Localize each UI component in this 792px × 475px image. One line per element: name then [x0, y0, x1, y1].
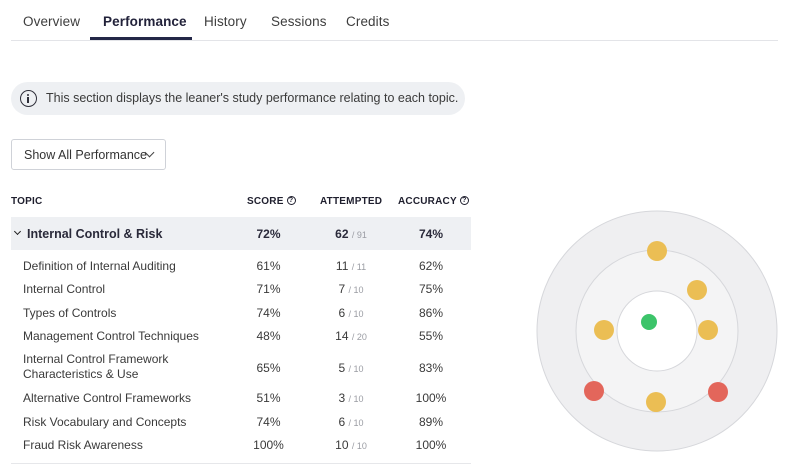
row-accuracy: 100% [415, 438, 447, 452]
performance-filter-dropdown[interactable]: Show All Performance [11, 139, 166, 170]
header-topic: TOPIC [11, 196, 43, 207]
topic-group-row[interactable]: Internal Control & Risk 72% 62 / 91 74% [11, 217, 471, 250]
target-marker-amber[interactable] [698, 320, 718, 340]
row-attempted: 6 / 10 [338, 415, 364, 429]
row-score: 74% [256, 415, 281, 429]
row-score: 100% [253, 438, 284, 452]
tab-performance[interactable]: Performance [103, 14, 187, 29]
tab-credits[interactable]: Credits [346, 14, 390, 29]
topic-group-name: Internal Control & Risk [27, 227, 163, 241]
row-score: 51% [256, 391, 281, 405]
table-divider [11, 463, 471, 464]
row-attempted: 11 / 11 [335, 259, 367, 273]
performance-filter-label: Show All Performance [24, 148, 147, 162]
target-marker-amber[interactable] [594, 320, 614, 340]
row-score: 48% [256, 329, 281, 343]
group-accuracy: 74% [418, 227, 444, 241]
target-marker-amber[interactable] [647, 241, 667, 261]
row-topic: Definition of Internal Auditing [23, 259, 176, 273]
row-topic: Fraud Risk Awareness [23, 438, 143, 452]
row-attempted: 3 / 10 [338, 391, 364, 405]
row-attempted: 5 / 10 [338, 361, 364, 375]
row-topic: Internal Control [23, 282, 106, 296]
info-banner: This section displays the leaner's study… [11, 82, 465, 115]
tab-overview[interactable]: Overview [23, 14, 81, 29]
row-accuracy: 86% [418, 306, 444, 320]
target-marker-red[interactable] [584, 381, 604, 401]
target-marker-red[interactable] [708, 382, 728, 402]
row-accuracy: 75% [418, 282, 444, 296]
info-banner-text: This section displays the leaner's study… [46, 91, 459, 105]
row-score: 74% [256, 306, 281, 320]
target-marker-amber[interactable] [646, 392, 666, 412]
row-attempted: 14 / 20 [335, 329, 367, 343]
header-accuracy: ACCURACY? [398, 196, 469, 207]
tab-history[interactable]: History [204, 14, 247, 29]
row-topic: Alternative Control Frameworks [23, 391, 192, 405]
row-accuracy: 100% [415, 391, 447, 405]
group-attempted: 62 / 91 [335, 227, 367, 241]
target-marker-green[interactable] [641, 314, 657, 330]
header-score: SCORE? [247, 196, 296, 207]
info-icon [20, 90, 37, 107]
help-icon[interactable]: ? [459, 196, 469, 205]
help-icon[interactable]: ? [286, 196, 296, 205]
row-score: 71% [256, 282, 281, 296]
row-score: 65% [256, 361, 281, 375]
row-accuracy: 62% [418, 259, 444, 273]
chevron-down-icon[interactable] [13, 227, 22, 236]
tab-bar: Overview Performance History Sessions Cr… [11, 0, 778, 41]
row-topic: Internal Control Framework Characteristi… [23, 352, 169, 381]
row-accuracy: 55% [418, 329, 444, 343]
row-topic: Management Control Techniques [23, 329, 199, 343]
row-attempted: 7 / 10 [338, 282, 364, 296]
tab-sessions[interactable]: Sessions [271, 14, 327, 29]
performance-target-chart [536, 210, 778, 452]
row-attempted: 6 / 10 [338, 306, 364, 320]
row-accuracy: 89% [418, 415, 444, 429]
row-attempted: 10 / 10 [335, 438, 367, 452]
row-score: 61% [256, 259, 281, 273]
group-score: 72% [256, 227, 281, 241]
row-accuracy: 83% [418, 361, 444, 375]
active-tab-indicator [90, 37, 192, 40]
target-ring-inner [616, 290, 698, 372]
target-marker-amber[interactable] [687, 280, 707, 300]
row-topic: Risk Vocabulary and Concepts [23, 415, 187, 429]
header-attempted: ATTEMPTED [320, 196, 383, 207]
row-topic: Types of Controls [23, 306, 117, 320]
target-markers [584, 241, 728, 412]
